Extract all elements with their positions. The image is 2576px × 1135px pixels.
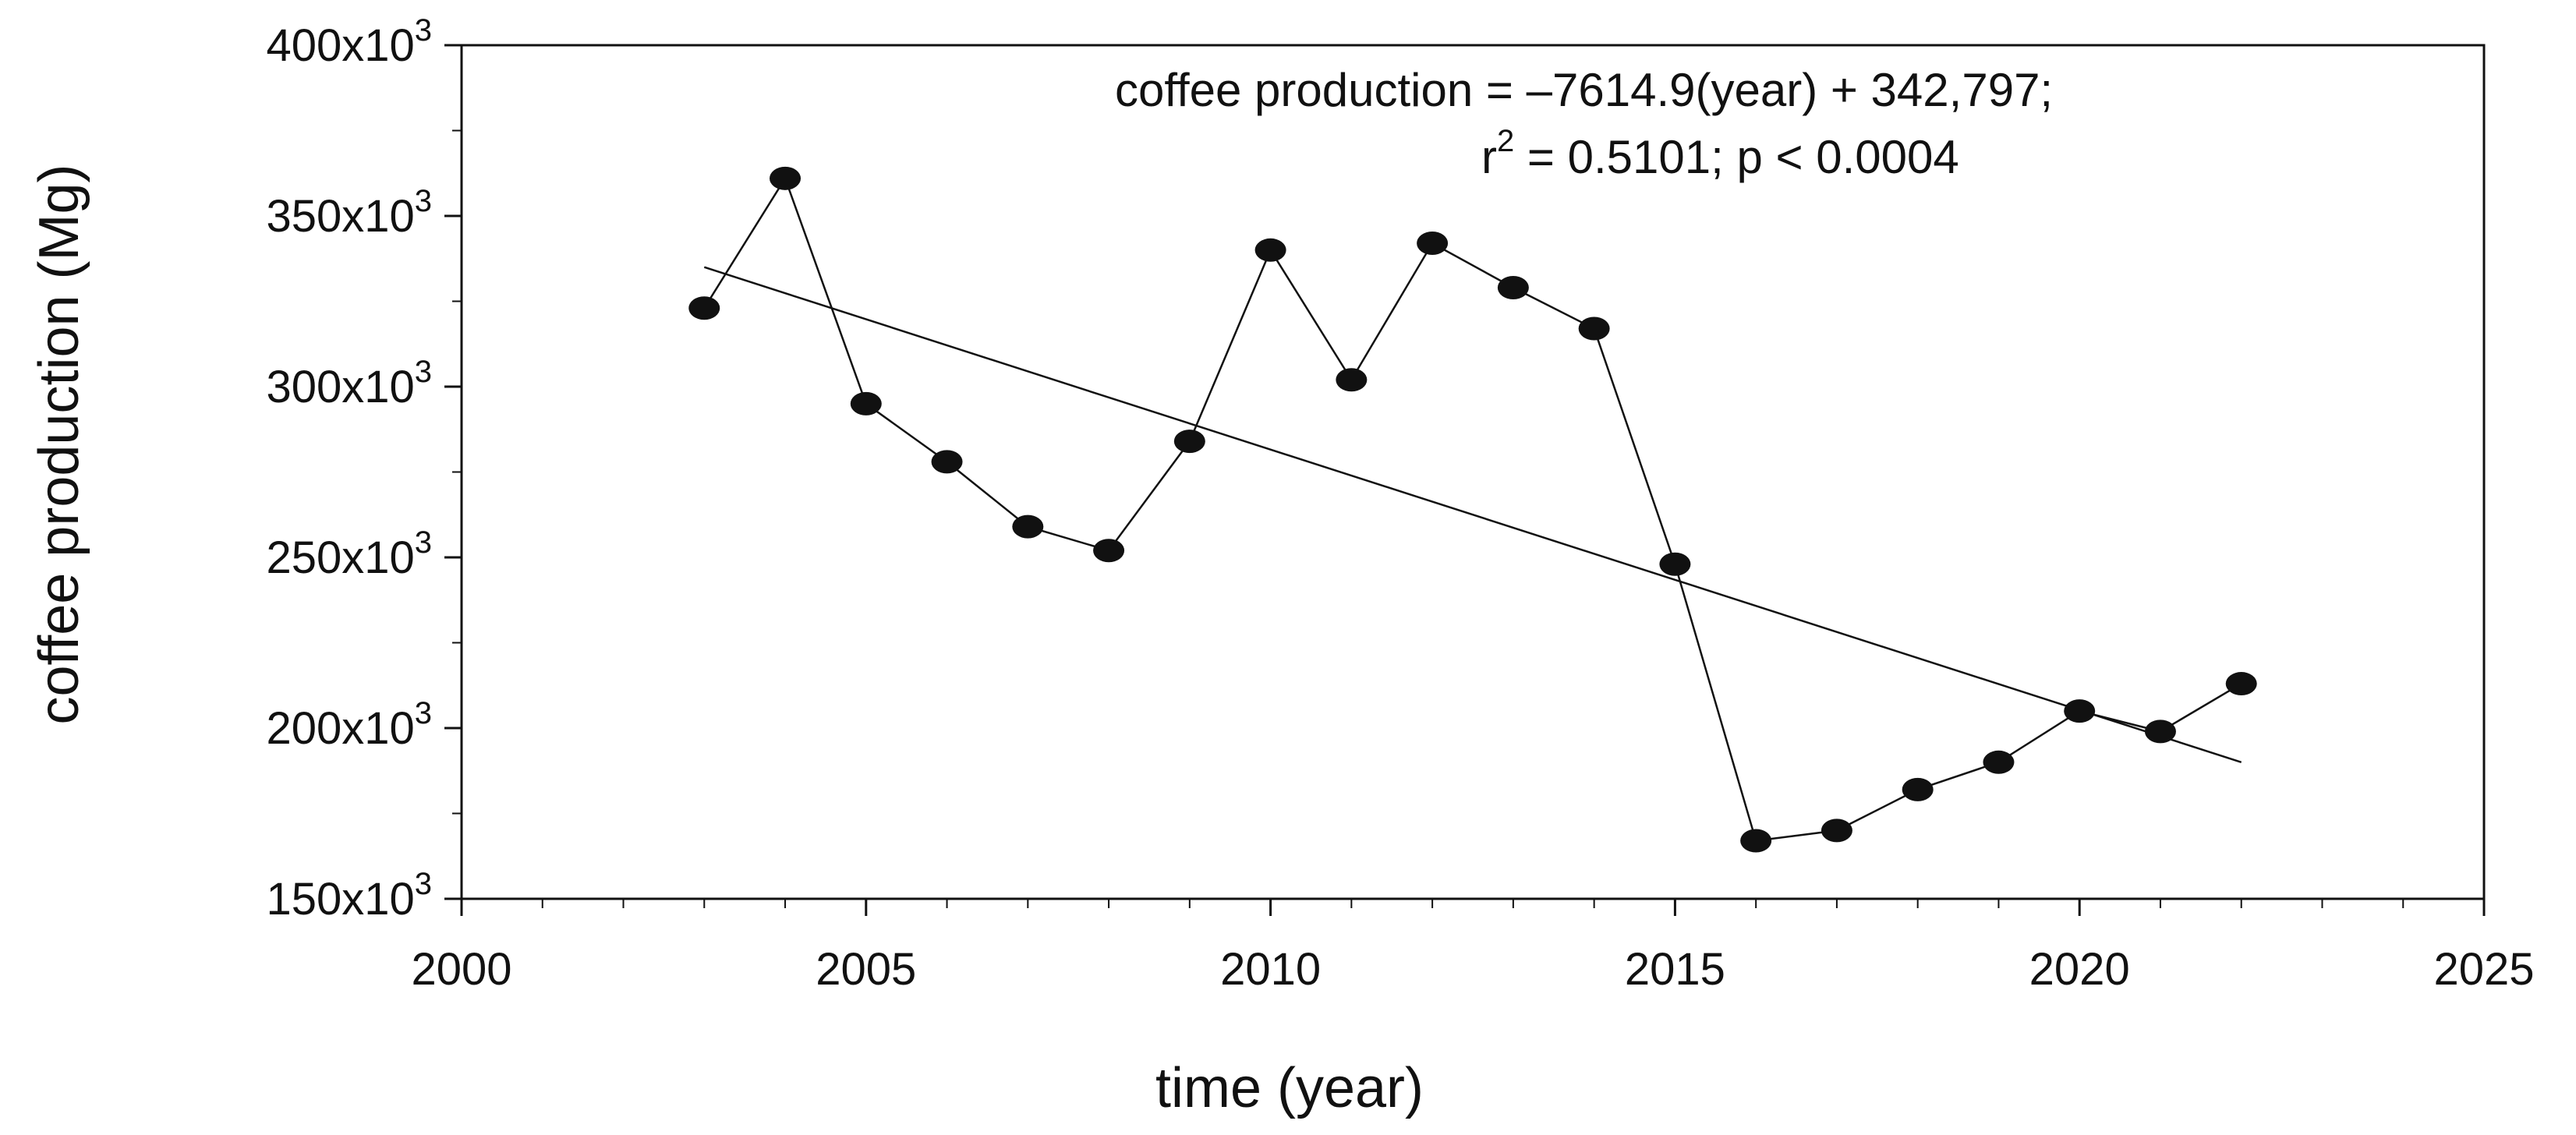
data-point: [1336, 368, 1368, 392]
r2-exp: 2: [1497, 124, 1514, 158]
tick-labels: 2000 2005 2010 2015 2020 2025 150x103 200x103 25…: [266, 13, 2534, 995]
r2-base: r: [1481, 131, 1497, 183]
data-point: [770, 166, 801, 190]
data-point: [688, 296, 720, 320]
data-point: [1497, 275, 1529, 299]
x-tick-label: 2000: [411, 944, 511, 995]
regression-stats: r2 = 0.5101; p < 0.0004: [1481, 124, 1959, 183]
x-tick-label: 2005: [816, 944, 916, 995]
x-tick-label: 2010: [1220, 944, 1321, 995]
data-point: [2225, 672, 2257, 696]
data-point: [1578, 316, 1610, 341]
data-point: [1254, 238, 1286, 262]
regression-equation: coffee production = –7614.9(year) + 342,…: [1115, 64, 2053, 116]
data-point: [1012, 514, 1044, 539]
trendline-line: [703, 266, 2242, 763]
plot-border: [460, 44, 2486, 900]
x-tick-label: 2025: [2433, 944, 2534, 995]
trendline: [703, 266, 2242, 763]
x-tick-label: 2015: [1625, 944, 1725, 995]
data-point: [1173, 430, 1205, 454]
data-point: [850, 391, 882, 415]
x-axis-title: time (year): [1155, 1057, 1424, 1119]
y-tick-label: 300x103: [266, 355, 432, 412]
series-coffee-production: [688, 166, 2257, 853]
data-point: [931, 450, 963, 474]
data-point: [1740, 829, 1772, 853]
data-point: [1659, 552, 1691, 576]
y-tick-label: 150x103: [266, 867, 432, 925]
y-tick-label: 350x103: [266, 184, 432, 242]
y-axis-title: coffee production (Mg): [28, 164, 90, 724]
data-point: [1093, 539, 1125, 563]
r2-rest: = 0.5101; p < 0.0004: [1514, 131, 1959, 183]
data-point: [2064, 699, 2096, 723]
data-point: [2144, 720, 2176, 744]
axis-ticks: [444, 44, 2486, 916]
data-point: [1821, 819, 1852, 843]
data-point: [1417, 232, 1449, 256]
x-tick-label: 2020: [2029, 944, 2130, 995]
y-tick-label: 250x103: [266, 525, 432, 583]
y-tick-label: 400x103: [266, 13, 432, 71]
data-point: [1902, 777, 1934, 801]
data-point: [1983, 750, 2015, 774]
series-line: [703, 175, 2242, 842]
y-tick-label: 200x103: [266, 696, 432, 754]
plot-frame: [460, 44, 2486, 900]
